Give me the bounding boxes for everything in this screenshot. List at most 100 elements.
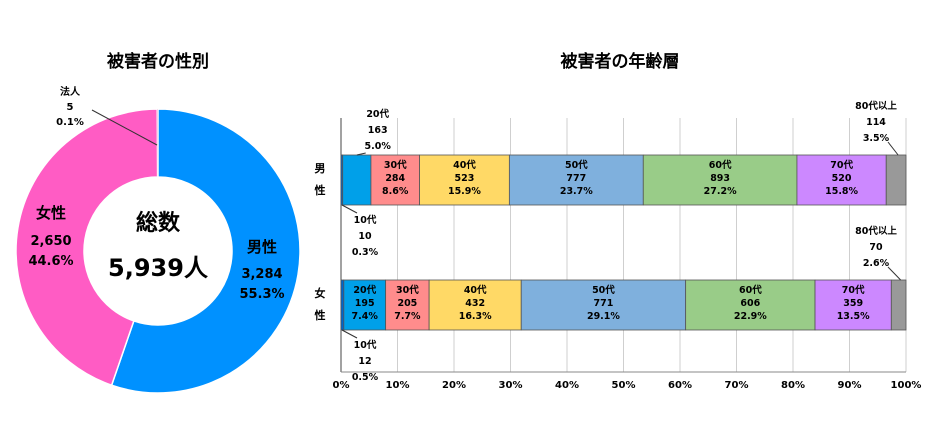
x-tick-label-0: 0% (333, 380, 350, 391)
segment-label-1-7-2: 2.6% (863, 258, 890, 269)
segment-label-1-5-0: 60代 (739, 284, 762, 296)
segment-label-1-7-0: 80代以上 (855, 225, 897, 237)
x-tick-label-9: 90% (838, 380, 862, 391)
segment-label-0-6-0: 70代 (830, 159, 853, 171)
bar-segment-1-0 (340, 279, 345, 331)
segment-leader-line-1-7 (887, 266, 902, 281)
segment-label-0-0-1: 10 (358, 231, 372, 242)
segment-label-1-1-1: 195 (355, 298, 375, 309)
bar-segment-0-7 (885, 154, 907, 206)
segment-label-1-4-2: 29.1% (587, 311, 620, 322)
bar-segment-1-1 (343, 279, 387, 331)
segment-label-0-7-2: 3.5% (863, 133, 890, 144)
slice-label-male-value: 3,284 (241, 267, 282, 282)
segment-leader-line-0-7 (887, 141, 899, 156)
row-label-1-char-0: 女 (315, 286, 326, 300)
segment-label-1-1-0: 20代 (353, 284, 376, 296)
segment-label-0-1-0: 20代 (366, 108, 389, 120)
donut-slice-0 (110, 108, 301, 394)
row-label-1-char-1: 性 (315, 308, 326, 322)
donut-slice-1 (15, 108, 159, 387)
bar-segment-0-4 (508, 154, 644, 206)
donut-chart (15, 108, 301, 394)
segment-label-0-4-0: 50代 (565, 159, 588, 171)
segment-label-0-5-0: 60代 (709, 159, 732, 171)
segment-label-1-3-2: 16.3% (459, 311, 492, 322)
slice-label-female-value: 2,650 (30, 234, 71, 249)
segment-label-0-1-1: 163 (368, 125, 388, 136)
bar-chart-title: 被害者の年齢層 (561, 51, 680, 72)
x-tick-label-5: 50% (612, 380, 636, 391)
segment-label-0-2-0: 30代 (384, 159, 407, 171)
x-tick-label-3: 30% (499, 380, 523, 391)
bar-segment-0-3 (419, 154, 510, 206)
donut-slice-2 (156, 108, 159, 178)
slice-label-corporation-name: 法人 (60, 85, 81, 98)
segment-label-0-2-2: 8.6% (382, 186, 409, 197)
donut-chart-title: 被害者の性別 (107, 51, 209, 72)
slice-label-female-percent: 44.6% (28, 254, 73, 269)
segment-label-1-5-1: 606 (740, 298, 760, 309)
segment-label-0-7-1: 114 (866, 117, 886, 128)
row-label-0-char-0: 男 (315, 162, 326, 175)
donut-center-label: 総数 (136, 210, 181, 236)
segment-label-0-3-1: 523 (455, 173, 475, 184)
segment-label-1-5-2: 22.9% (734, 311, 767, 322)
segment-label-0-0-0: 10代 (354, 214, 377, 226)
segment-label-0-5-1: 893 (710, 173, 730, 184)
bar-chart-x-ticks: 0% 10% 20% 30% 40% 50% 60% 70% 80% 90% 100% (333, 380, 922, 391)
bar-segment-1-7 (890, 279, 907, 331)
segment-label-0-4-2: 23.7% (560, 186, 593, 197)
segment-label-0-5-2: 27.2% (704, 186, 737, 197)
bar-segment-0-6 (796, 154, 887, 206)
segment-label-1-3-1: 432 (465, 298, 485, 309)
segment-leader-line-1-0 (341, 329, 358, 339)
segment-label-0-4-1: 777 (566, 173, 586, 184)
slice-label-corporation-percent: 0.1% (56, 117, 84, 128)
bar-segment-1-3 (428, 279, 522, 331)
segment-leader-line-0-1 (356, 152, 366, 156)
x-tick-label-8: 80% (781, 380, 805, 391)
segment-label-1-2-1: 205 (397, 298, 417, 309)
segment-label-0-1-2: 5.0% (365, 141, 392, 152)
segment-leader-line-0-0 (341, 204, 358, 214)
bar-chart-segment-labels: 10代 10 0.3% 20代 163 5.0% 30代 284 8.6% 40代 523 15.9%… (341, 100, 902, 383)
slice-leader-line-corporation (91, 109, 158, 146)
bar-chart-bars (340, 154, 907, 331)
segment-label-0-6-1: 520 (832, 173, 852, 184)
segment-label-1-2-2: 7.7% (394, 311, 421, 322)
x-tick-label-10: 100% (891, 380, 922, 391)
slice-label-female-name: 女性 (36, 204, 66, 222)
segment-label-1-7-1: 70 (869, 242, 883, 253)
segment-label-1-6-1: 359 (843, 298, 863, 309)
x-tick-label-2: 20% (442, 380, 466, 391)
segment-label-0-3-2: 15.9% (448, 186, 481, 197)
segment-label-0-6-2: 15.8% (825, 186, 858, 197)
x-tick-label-1: 10% (386, 380, 410, 391)
slice-label-male-percent: 55.3% (239, 287, 284, 302)
segment-label-0-7-0: 80代以上 (855, 100, 897, 112)
segment-label-1-6-0: 70代 (842, 284, 865, 296)
segment-label-1-2-0: 30代 (396, 284, 419, 296)
segment-label-1-3-0: 40代 (464, 284, 487, 296)
segment-label-0-0-2: 0.3% (352, 247, 379, 258)
x-tick-label-4: 40% (555, 380, 579, 391)
segment-label-1-0-0: 10代 (354, 339, 377, 351)
segment-label-0-3-0: 40代 (453, 159, 476, 171)
segment-label-1-6-2: 13.5% (837, 311, 870, 322)
bar-segment-1-2 (385, 279, 430, 331)
x-tick-label-7: 70% (725, 380, 749, 391)
bar-segment-0-5 (642, 154, 798, 206)
segment-label-1-4-1: 771 (594, 298, 614, 309)
segment-label-1-0-2: 0.5% (352, 372, 379, 383)
segment-label-1-0-1: 12 (358, 356, 371, 367)
segment-label-0-2-1: 284 (385, 173, 405, 184)
x-tick-label-6: 60% (668, 380, 692, 391)
row-label-0-char-1: 性 (315, 183, 326, 197)
bar-segment-0-1 (342, 154, 372, 206)
slice-label-corporation-value: 5 (67, 102, 74, 113)
slice-label-male-name: 男性 (247, 238, 277, 256)
